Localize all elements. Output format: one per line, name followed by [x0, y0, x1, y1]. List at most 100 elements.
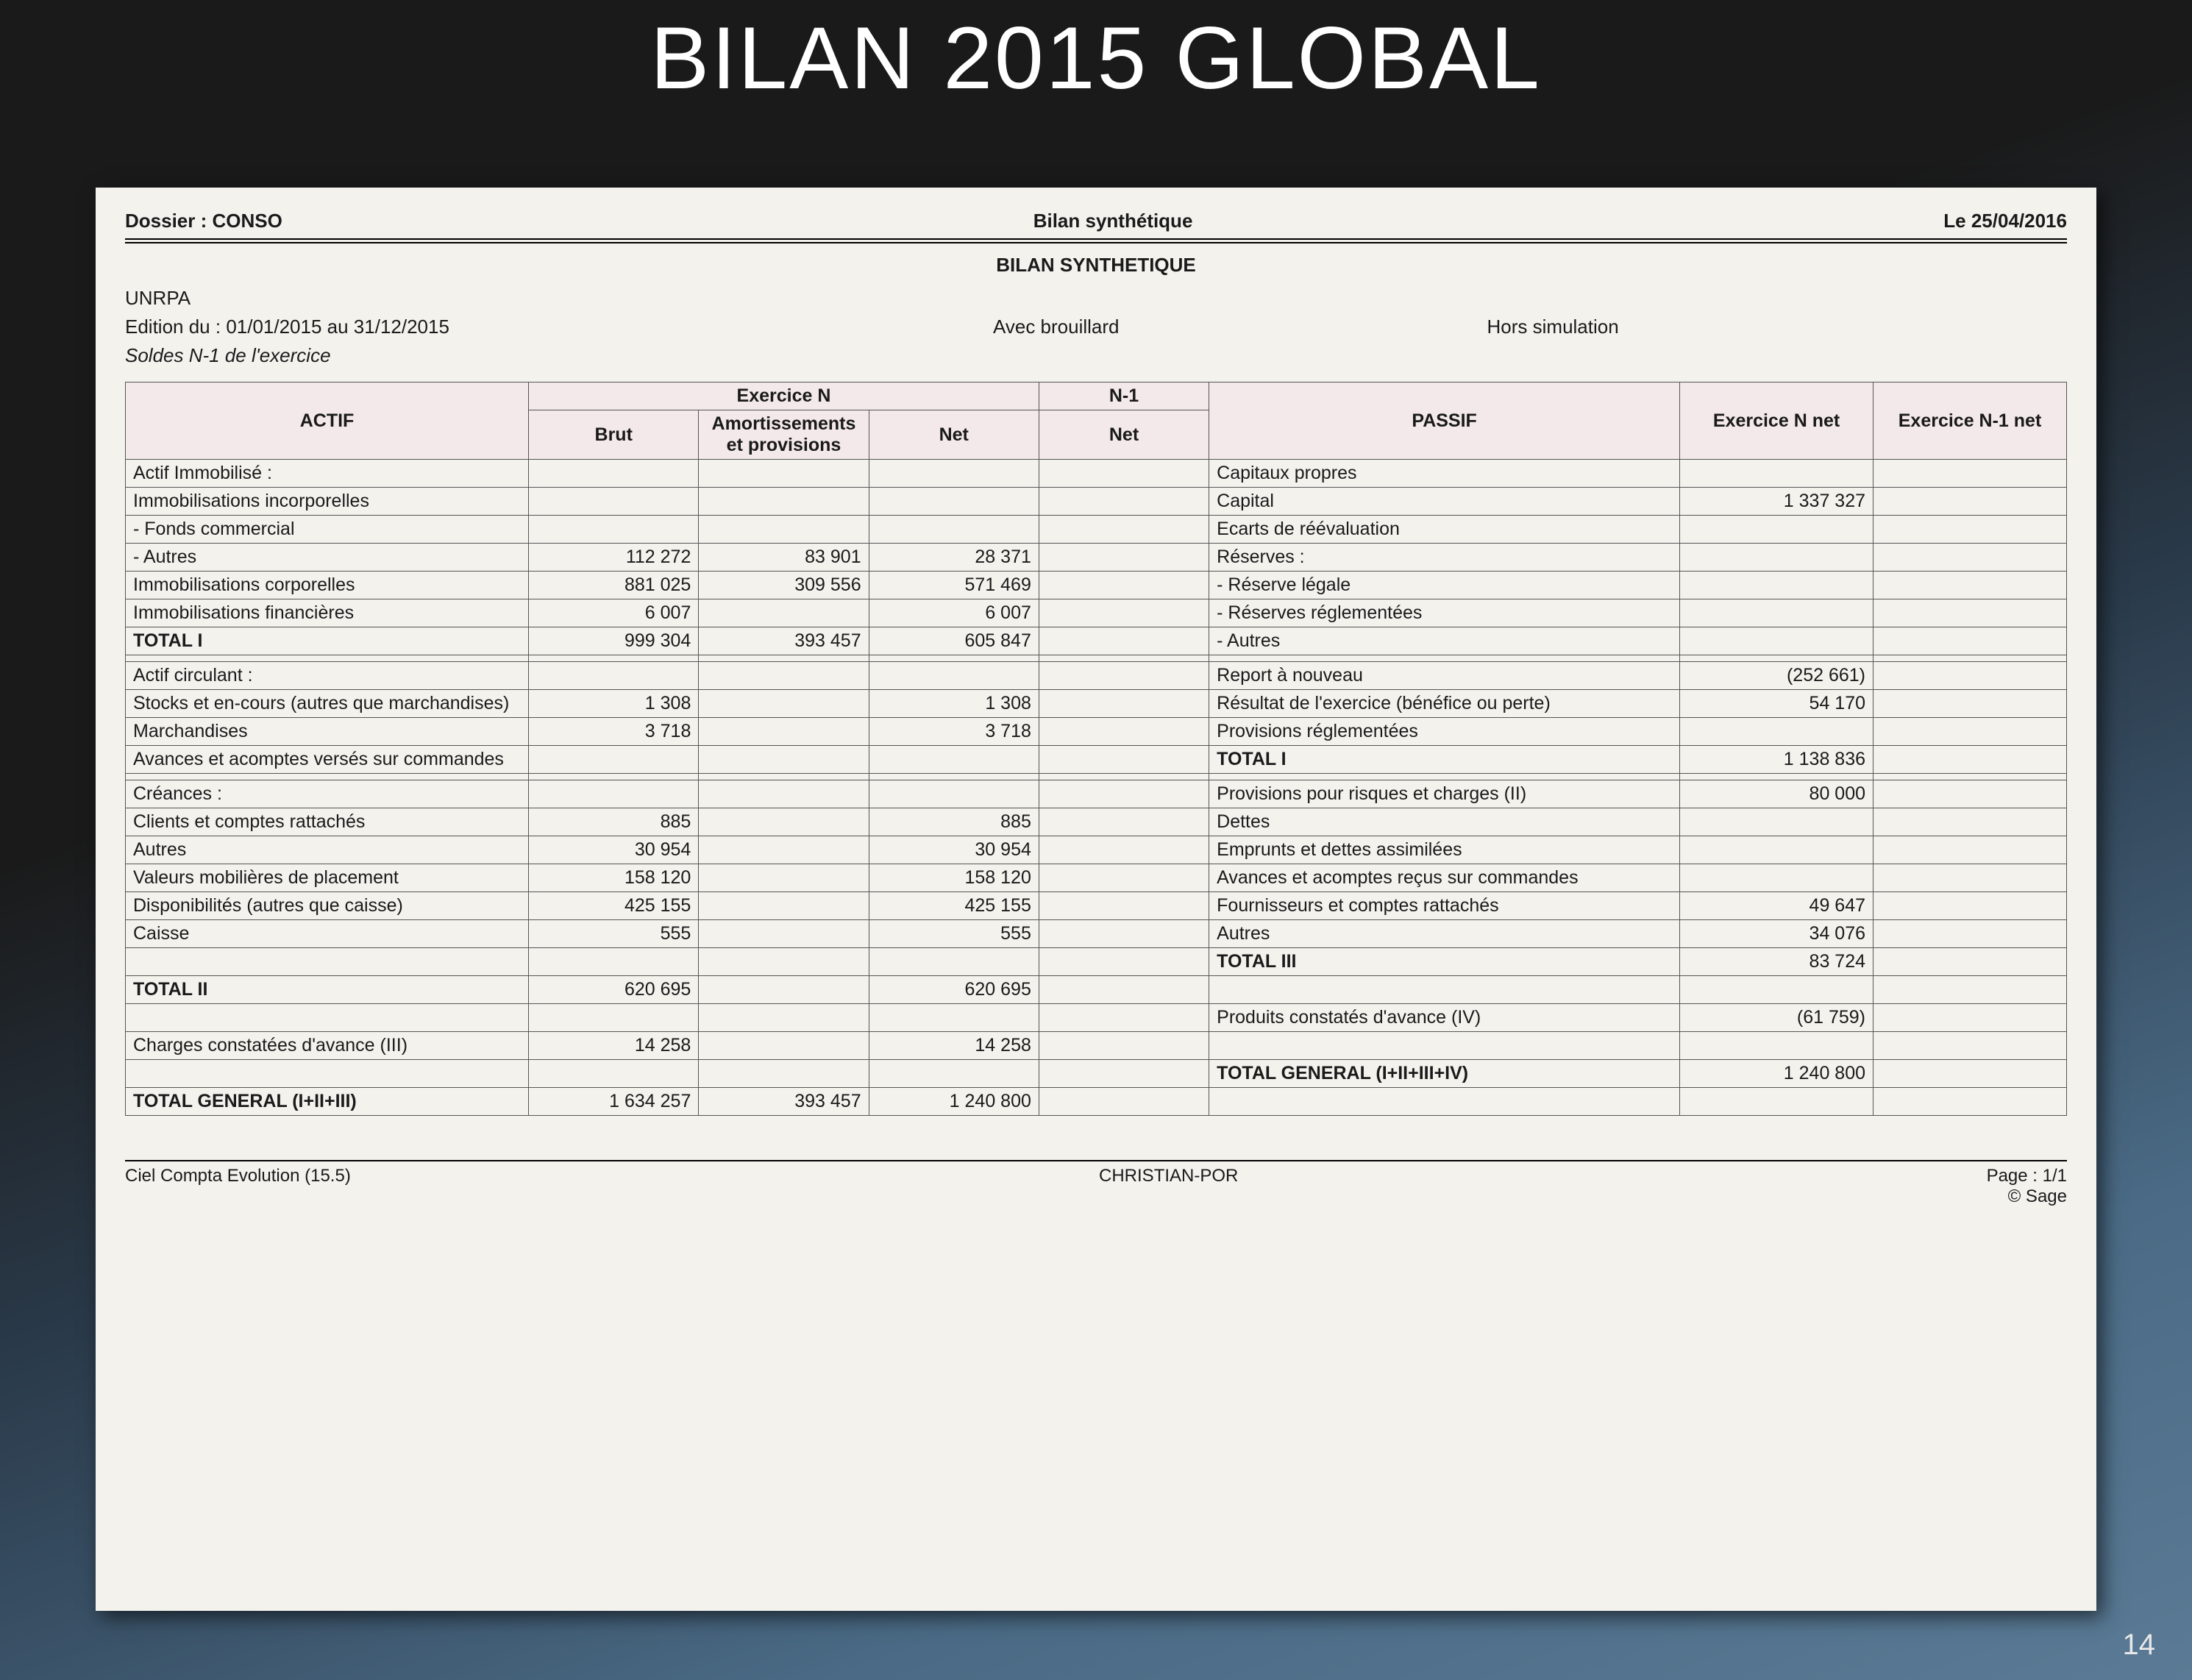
actif-net: 885 — [869, 808, 1039, 836]
table-row: TOTAL II620 695620 695 — [126, 976, 2067, 1004]
actif-n1net — [1039, 808, 1209, 836]
passif-label: Capitaux propres — [1209, 460, 1680, 488]
table-head: ACTIF Exercice N N-1 PASSIF Exercice N n… — [126, 382, 2067, 460]
passif-n1net — [1873, 488, 2067, 516]
passif-n1net — [1873, 774, 2067, 780]
actif-label — [126, 774, 529, 780]
actif-amort: 393 457 — [699, 627, 869, 655]
passif-n1net — [1873, 1032, 2067, 1060]
actif-net — [869, 774, 1039, 780]
actif-label — [126, 948, 529, 976]
actif-label: Actif Immobilisé : — [126, 460, 529, 488]
actif-net: 158 120 — [869, 864, 1039, 892]
actif-n1net — [1039, 662, 1209, 690]
actif-label: Stocks et en-cours (autres que marchandi… — [126, 690, 529, 718]
table-row: Immobilisations incorporellesCapital1 33… — [126, 488, 2067, 516]
actif-amort — [699, 808, 869, 836]
passif-n1net — [1873, 1060, 2067, 1088]
table-row: TOTAL I999 304393 457605 847- Autres — [126, 627, 2067, 655]
actif-amort — [699, 948, 869, 976]
footer-left: Ciel Compta Evolution (15.5) — [125, 1166, 351, 1186]
actif-net — [869, 780, 1039, 808]
actif-amort — [699, 746, 869, 774]
passif-net: 80 000 — [1680, 780, 1873, 808]
actif-brut: 6 007 — [529, 599, 699, 627]
actif-net: 555 — [869, 920, 1039, 948]
actif-label — [126, 655, 529, 662]
passif-net — [1680, 808, 1873, 836]
passif-n1net — [1873, 892, 2067, 920]
passif-label — [1209, 976, 1680, 1004]
passif-label — [1209, 774, 1680, 780]
doc-edition: Edition du : 01/01/2015 au 31/12/2015 — [125, 313, 625, 341]
actif-net — [869, 655, 1039, 662]
passif-label: TOTAL GENERAL (I+II+III+IV) — [1209, 1060, 1680, 1088]
passif-n1net — [1873, 780, 2067, 808]
actif-n1net — [1039, 718, 1209, 746]
actif-amort — [699, 488, 869, 516]
passif-label: Réserves : — [1209, 544, 1680, 572]
passif-net: 1 240 800 — [1680, 1060, 1873, 1088]
table-row: Immobilisations corporelles881 025309 55… — [126, 572, 2067, 599]
table-row — [126, 774, 2067, 780]
actif-label: Clients et comptes rattachés — [126, 808, 529, 836]
passif-n1net — [1873, 920, 2067, 948]
passif-label: - Réserves réglementées — [1209, 599, 1680, 627]
actif-amort — [699, 1032, 869, 1060]
actif-n1net — [1039, 488, 1209, 516]
actif-net: 605 847 — [869, 627, 1039, 655]
actif-label: Disponibilités (autres que caisse) — [126, 892, 529, 920]
actif-amort — [699, 976, 869, 1004]
table-row: Charges constatées d'avance (III)14 2581… — [126, 1032, 2067, 1060]
actif-brut — [529, 1060, 699, 1088]
actif-brut: 881 025 — [529, 572, 699, 599]
passif-n1net — [1873, 460, 2067, 488]
actif-amort — [699, 780, 869, 808]
actif-brut — [529, 774, 699, 780]
table-row: TOTAL GENERAL (I+II+III)1 634 257393 457… — [126, 1088, 2067, 1116]
actif-net — [869, 488, 1039, 516]
table-row: TOTAL GENERAL (I+II+III+IV)1 240 800 — [126, 1060, 2067, 1088]
passif-label: Emprunts et dettes assimilées — [1209, 836, 1680, 864]
passif-n1net — [1873, 864, 2067, 892]
passif-n1net — [1873, 746, 2067, 774]
doc-meta-row2: Edition du : 01/01/2015 au 31/12/2015 Av… — [125, 313, 2067, 341]
actif-label — [126, 1060, 529, 1088]
passif-net: (61 759) — [1680, 1004, 1873, 1032]
passif-label: Ecarts de réévaluation — [1209, 516, 1680, 544]
actif-label: Marchandises — [126, 718, 529, 746]
actif-net — [869, 1004, 1039, 1032]
doc-soldes: Soldes N-1 de l'exercice — [125, 341, 2067, 370]
actif-net — [869, 662, 1039, 690]
passif-net — [1680, 655, 1873, 662]
actif-brut — [529, 948, 699, 976]
passif-label: Capital — [1209, 488, 1680, 516]
passif-n1net — [1873, 808, 2067, 836]
actif-n1net — [1039, 774, 1209, 780]
actif-label: Autres — [126, 836, 529, 864]
passif-label — [1209, 655, 1680, 662]
actif-n1net — [1039, 780, 1209, 808]
actif-label: Charges constatées d'avance (III) — [126, 1032, 529, 1060]
actif-label: Créances : — [126, 780, 529, 808]
actif-n1net — [1039, 516, 1209, 544]
actif-brut: 425 155 — [529, 892, 699, 920]
doc-header-row: Dossier : CONSO Bilan synthétique Le 25/… — [125, 210, 2067, 238]
table-row: Produits constatés d'avance (IV)(61 759) — [126, 1004, 2067, 1032]
actif-label — [126, 1004, 529, 1032]
passif-label: Avances et acomptes reçus sur commandes — [1209, 864, 1680, 892]
table-row: Marchandises3 7183 718Provisions régleme… — [126, 718, 2067, 746]
actif-n1net — [1039, 460, 1209, 488]
footer-rule — [125, 1160, 2067, 1161]
th-exnNet: Exercice N net — [1680, 382, 1873, 460]
actif-net: 30 954 — [869, 836, 1039, 864]
actif-n1net — [1039, 892, 1209, 920]
table-row: Créances :Provisions pour risques et cha… — [126, 780, 2067, 808]
passif-label: Résultat de l'exercice (bénéfice ou pert… — [1209, 690, 1680, 718]
actif-amort: 309 556 — [699, 572, 869, 599]
th-net: Net — [869, 410, 1039, 460]
table-row: Avances et acomptes versés sur commandes… — [126, 746, 2067, 774]
passif-label: Report à nouveau — [1209, 662, 1680, 690]
actif-n1net — [1039, 976, 1209, 1004]
actif-label: Immobilisations corporelles — [126, 572, 529, 599]
